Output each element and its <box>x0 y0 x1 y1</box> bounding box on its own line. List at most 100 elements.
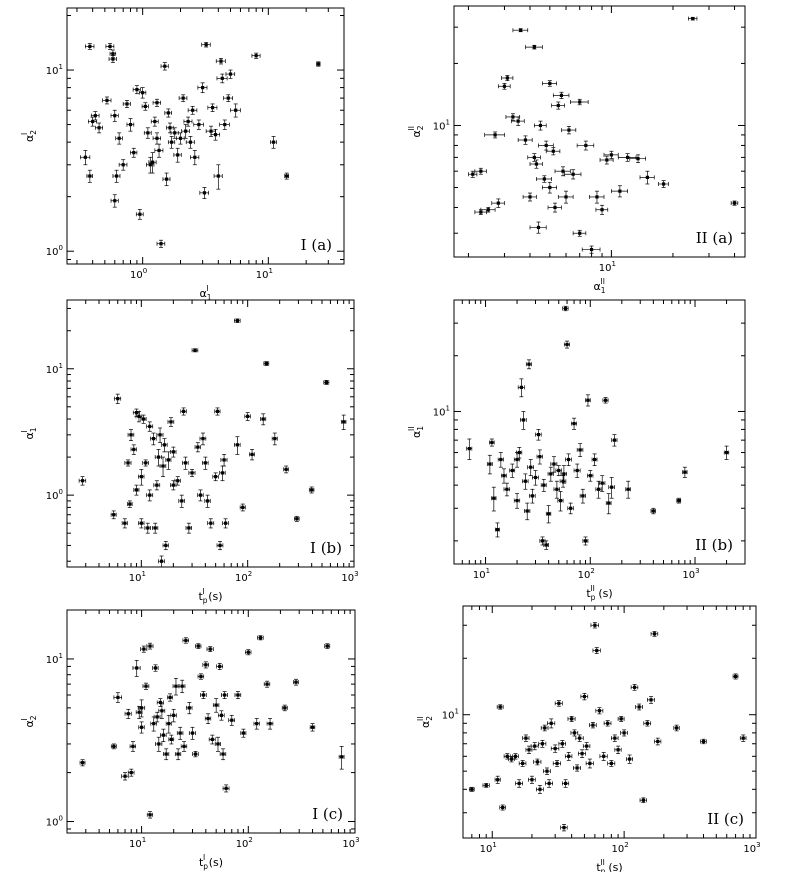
point-marker <box>178 731 182 735</box>
data-point <box>253 718 260 730</box>
point-marker <box>151 160 155 164</box>
point-marker <box>324 380 328 384</box>
point-marker <box>137 414 141 418</box>
point-marker <box>254 54 258 58</box>
data-point <box>582 742 591 751</box>
point-marker <box>340 755 344 759</box>
point-marker <box>213 133 218 137</box>
point-marker <box>132 151 136 155</box>
data-point <box>206 646 214 652</box>
point-marker <box>134 488 139 492</box>
data-point <box>190 150 200 166</box>
data-point <box>207 103 218 112</box>
data-point <box>595 204 609 215</box>
point-marker <box>724 450 729 455</box>
point-marker <box>479 210 483 214</box>
point-marker <box>255 722 259 726</box>
data-point <box>239 503 246 512</box>
point-marker <box>530 778 534 782</box>
y-tick-label: 100 <box>46 244 63 258</box>
data-point <box>219 465 226 482</box>
data-point <box>257 635 264 641</box>
point-marker <box>583 539 588 543</box>
data-point <box>220 454 228 467</box>
data-point <box>309 723 316 732</box>
data-point <box>527 459 535 477</box>
y-tick-label: 101 <box>433 118 450 132</box>
data-point <box>165 451 172 470</box>
point-marker <box>741 736 745 740</box>
data-point <box>142 682 150 690</box>
point-marker <box>552 462 556 466</box>
point-marker <box>157 742 161 746</box>
data-point <box>124 459 132 467</box>
panel-IIb: 101 102 103 101 tpII (s) α1II II (b) <box>407 299 746 602</box>
point-marker <box>528 195 532 199</box>
data-point <box>283 465 289 474</box>
point-marker <box>572 731 577 735</box>
data-point <box>508 755 515 763</box>
data-point <box>620 729 628 737</box>
data-point <box>113 692 122 703</box>
point-marker <box>138 212 142 216</box>
data-point <box>135 209 144 220</box>
point-marker <box>316 62 320 66</box>
point-marker <box>600 481 604 485</box>
point-marker <box>129 770 133 775</box>
data-point <box>591 453 598 466</box>
point-marker <box>562 825 566 830</box>
data-point <box>137 699 146 718</box>
point-marker <box>148 644 152 648</box>
data-point <box>160 728 167 742</box>
data-point <box>503 482 511 497</box>
data-point <box>180 741 188 752</box>
data-point <box>240 728 247 738</box>
point-marker <box>214 475 218 479</box>
point-marker <box>202 191 207 195</box>
data-point <box>158 555 165 568</box>
point-marker <box>591 723 595 727</box>
point-marker <box>505 76 509 80</box>
point-marker <box>553 746 557 751</box>
point-marker <box>607 501 611 505</box>
data-point <box>110 109 119 122</box>
point-marker <box>180 499 184 503</box>
data-point <box>163 748 170 761</box>
data-point <box>214 736 221 752</box>
point-marker <box>201 85 205 90</box>
point-marker <box>597 709 602 713</box>
point-marker <box>521 418 526 422</box>
data-point <box>199 432 207 446</box>
point-marker <box>171 450 175 454</box>
data-point <box>112 169 121 183</box>
point-marker <box>509 757 514 761</box>
point-marker <box>471 172 475 176</box>
point-marker <box>196 644 200 648</box>
point-marker <box>564 195 568 199</box>
data-point <box>324 643 331 649</box>
point-marker <box>662 182 666 186</box>
data-point <box>158 703 166 719</box>
data-point <box>603 150 619 160</box>
plot-frame <box>462 605 757 839</box>
point-marker <box>523 138 528 142</box>
data-point <box>176 726 184 740</box>
data-point <box>152 98 161 107</box>
data-point <box>496 704 504 710</box>
data-point <box>127 500 133 508</box>
point-marker <box>566 457 571 462</box>
data-point <box>216 541 224 551</box>
point-marker <box>193 155 197 159</box>
data-point <box>132 408 140 417</box>
data-point <box>542 181 558 194</box>
data-point <box>538 739 547 748</box>
point-marker <box>567 754 571 758</box>
point-marker <box>206 716 210 721</box>
data-point <box>127 429 135 441</box>
data-point <box>114 393 122 404</box>
data-point <box>178 679 186 694</box>
data-point <box>525 44 543 50</box>
point-marker <box>524 736 528 740</box>
point-marker <box>273 437 277 441</box>
data-point <box>102 96 112 105</box>
